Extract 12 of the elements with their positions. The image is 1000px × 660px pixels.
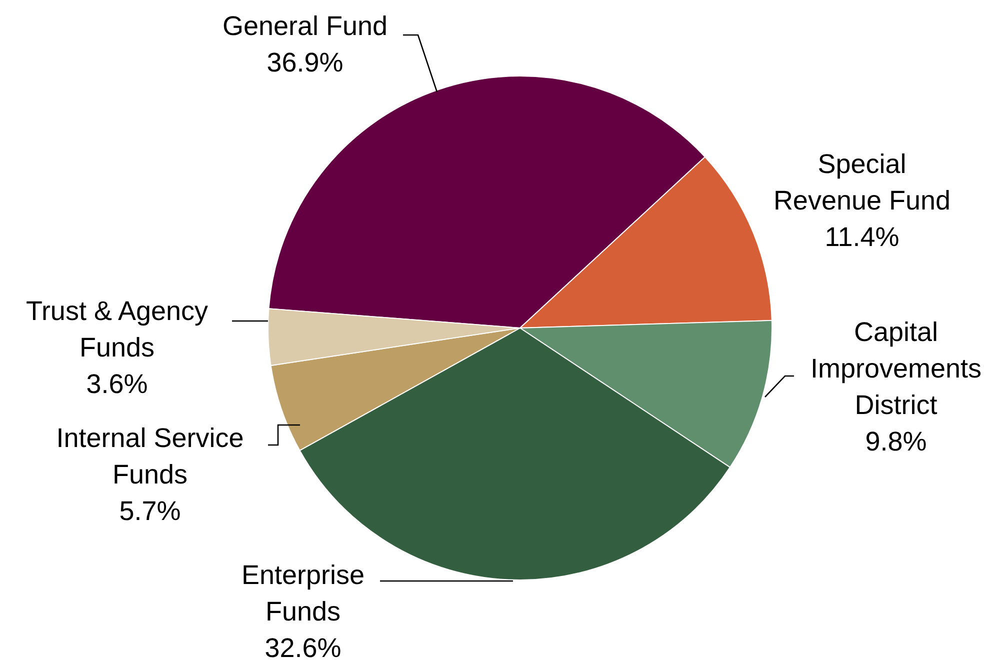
slice-label: Trust & Agency Funds [26, 296, 209, 362]
data-label: 3.6% [86, 369, 148, 399]
slice-label: Internal Service Funds [56, 423, 244, 490]
slice-label: Enterprise Funds [241, 560, 365, 626]
data-label: 11.4% [824, 222, 900, 252]
data-label: 5.7% [119, 496, 181, 526]
slice-label: General Fund [222, 11, 388, 41]
slice-label: Capital Improvements District [810, 317, 982, 420]
data-label: 36.9% [266, 48, 344, 78]
data-label: 9.8% [865, 426, 927, 456]
data-label: 32.6% [264, 633, 342, 660]
slice-label: Special Revenue Fund [773, 149, 951, 216]
